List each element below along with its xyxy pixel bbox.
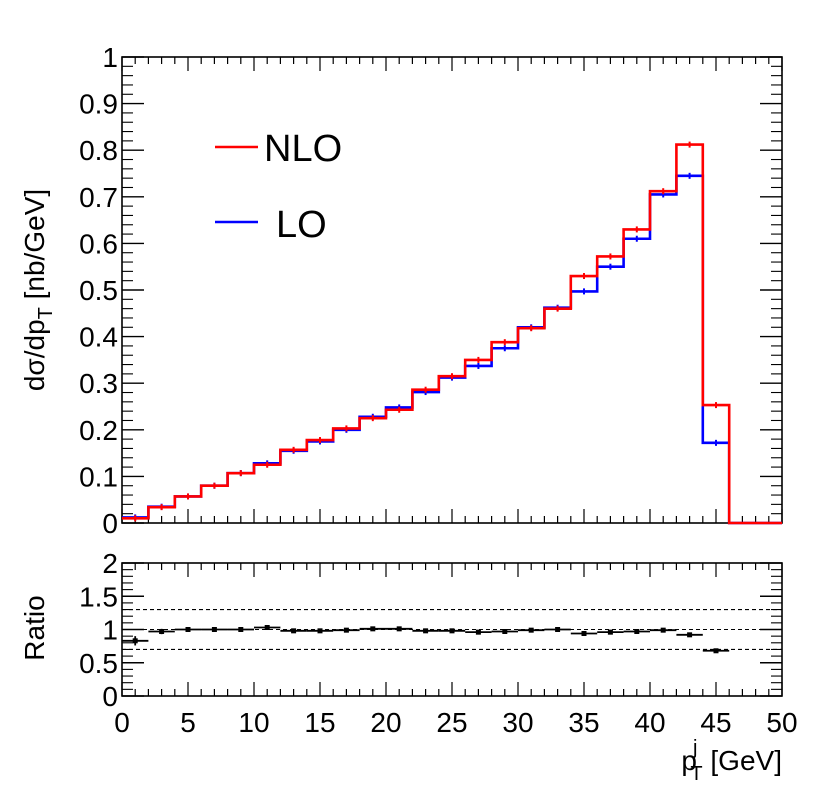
ratio-y-tick-label: 0.5: [79, 648, 118, 679]
x-tick-label: 50: [766, 707, 797, 738]
main-axis-ticks: 0 0.1 0.2 0.3 0.4 0.5 0.6 0.7 0.8 0.9 1: [79, 42, 783, 539]
ratio-point: [581, 630, 587, 636]
ratio-panel: 00.511.520 5 10 15 20 25 30 35 40 45 50 Ratio pj T …: [19, 548, 798, 785]
ratio-point: [713, 648, 719, 654]
main-y-tick-label: 1: [102, 42, 118, 73]
legend-label-lo: LO: [276, 204, 327, 246]
series-line-lo: [122, 174, 782, 525]
main-y-tick-label: 0: [102, 508, 118, 539]
ratio-point: [185, 627, 191, 632]
x-tick-label: 15: [304, 707, 335, 738]
ratio-point: [423, 628, 429, 634]
ratio-y-tick-label: 1.5: [79, 581, 118, 612]
x-tick-label: 0: [114, 707, 130, 738]
legend: NLO LO: [215, 128, 342, 246]
x-tick-label: 20: [370, 707, 401, 738]
ratio-point: [211, 627, 217, 632]
main-series-group: [122, 141, 782, 525]
ratio-point: [396, 626, 402, 632]
ratio-point: [634, 628, 640, 634]
x-tick-label: 30: [502, 707, 533, 738]
main-y-tick-label: 0.1: [79, 461, 118, 492]
x-tick-label: 45: [700, 707, 731, 738]
ratio-y-tick-label: 1: [102, 615, 118, 646]
series-line-nlo: [122, 143, 782, 525]
x-tick-label: 10: [238, 707, 269, 738]
legend-label-nlo: NLO: [264, 128, 342, 170]
ratio-point: [687, 632, 693, 638]
ratio-point: [607, 629, 613, 635]
ratio-axis-ticks: 00.511.520 5 10 15 20 25 30 35 40 45 50: [79, 548, 798, 738]
main-y-tick-label: 0.3: [79, 368, 118, 399]
x-tick-label: 35: [568, 707, 599, 738]
ratio-point: [449, 628, 455, 634]
main-panel-frame: [121, 56, 783, 524]
x-tick-label: 25: [436, 707, 467, 738]
ratio-point: [291, 628, 297, 634]
ratio-point: [555, 627, 561, 632]
ratio-point: [264, 625, 270, 631]
main-y-axis-title: dσ/dpT [nb/GeV]: [19, 189, 57, 391]
main-panel: 0 0.1 0.2 0.3 0.4 0.5 0.6 0.7 0.8 0.9 1 dσ/dpT [nb…: [19, 42, 783, 539]
ratio-y-axis-title: Ratio: [19, 595, 50, 660]
main-y-tick-label: 0.8: [79, 135, 118, 166]
ratio-point: [528, 627, 534, 633]
x-tick-label: 5: [180, 707, 196, 738]
main-y-tick-label: 0.2: [79, 415, 118, 446]
ratio-point: [159, 628, 165, 634]
ratio-point: [343, 627, 349, 633]
ratio-point: [238, 627, 244, 632]
main-y-tick-label: 0.7: [79, 182, 118, 213]
ratio-point: [317, 628, 323, 634]
ratio-point: [660, 627, 666, 633]
ratio-point: [132, 638, 138, 644]
main-y-tick-label: 0.9: [79, 89, 118, 120]
ratio-point: [475, 629, 481, 635]
ratio-points-group: [122, 625, 730, 654]
main-y-tick-label: 0.5: [79, 275, 118, 306]
main-y-tick-label: 0.4: [79, 322, 118, 353]
ratio-y-tick-label: 2: [102, 548, 118, 579]
ratio-point: [370, 626, 376, 632]
ratio-y-tick-label: 0: [102, 681, 118, 712]
x-tick-label: 40: [634, 707, 665, 738]
main-y-tick-label: 0.6: [79, 228, 118, 259]
x-axis-title: pj T [GeV]: [681, 737, 782, 785]
ratio-point: [502, 628, 508, 634]
